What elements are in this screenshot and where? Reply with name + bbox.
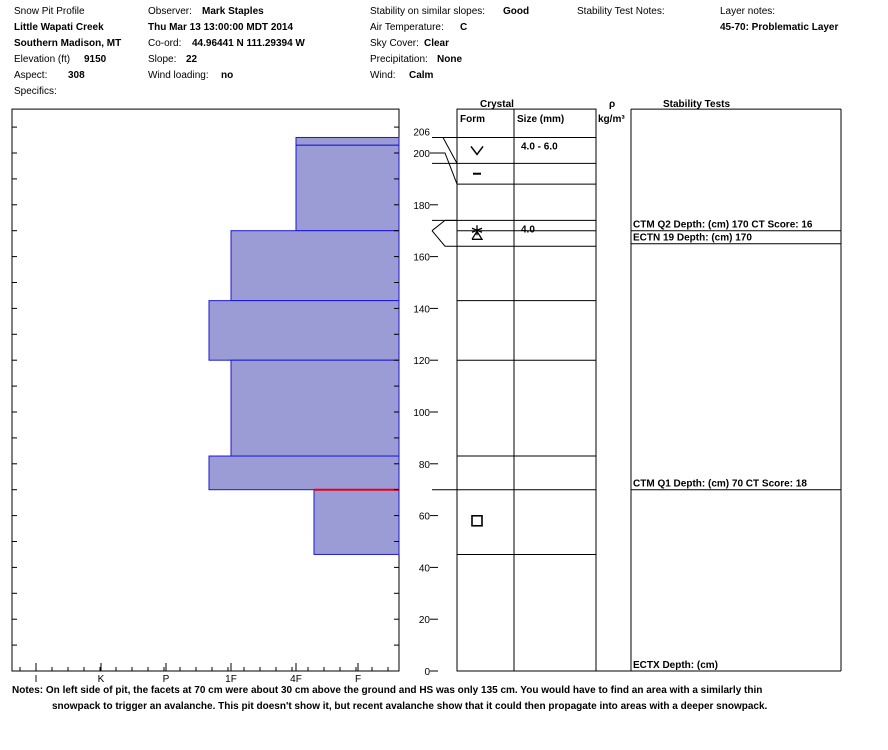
height-tick-label: 20: [419, 615, 431, 626]
sky-label: Sky Cover:: [370, 38, 419, 49]
star-stroke: [471, 227, 483, 233]
observer-value: Mark Staples: [202, 6, 264, 17]
density-unit-header: kg/m³: [598, 114, 625, 125]
hardness-tick-label: F: [355, 674, 361, 685]
pit-notes: Notes: On left side of pit, the facets a…: [12, 683, 872, 715]
height-top-label: 206: [413, 127, 430, 138]
form-header: Form: [460, 114, 485, 125]
grain-size-label: 4.0: [521, 224, 535, 235]
air-temp-value: C: [460, 22, 468, 33]
height-tick-label: 80: [419, 460, 431, 471]
height-tick-label: 0: [424, 667, 430, 678]
aspect-label: Aspect:: [14, 70, 48, 81]
grain-form-faceted-icon: [471, 514, 483, 527]
hardness-profile: I K P 1F 4F F: [11, 108, 400, 685]
hardness-tick-label: 1F: [225, 674, 237, 685]
location-name: Little Wapati Creek: [14, 22, 104, 33]
pit-datetime: Thu Mar 13 13:00:00 MDT 2014: [148, 22, 294, 33]
elevation-value: 9150: [84, 54, 107, 65]
slope-value: 22: [186, 54, 198, 65]
observer-label: Observer:: [148, 6, 192, 17]
hardness-tick-label: K: [98, 674, 105, 685]
precip-label: Precipitation:: [370, 54, 428, 65]
grain-form-surface-hoar-icon: [470, 145, 484, 156]
height-tick-label: 40: [419, 563, 431, 574]
hardness-layer-3: [208, 300, 400, 361]
precip-value: None: [437, 54, 462, 65]
wind-loading-label: Wind loading:: [148, 70, 209, 81]
grain-table: 0 20 40 60 80 100 120 140 160 180 200 206 4.0 - 6.0 4…: [413, 108, 842, 678]
layer-connector: [431, 219, 457, 232]
stability-test-column: CTM Q2 Depth: (cm) 170 CT Score: 16 ECTN …: [631, 220, 841, 672]
slope-label: Slope:: [148, 54, 177, 65]
layer-connector: [431, 230, 457, 247]
wind-label: Wind:: [370, 70, 396, 81]
stability-test-label: ECTX Depth: (cm): [633, 660, 718, 671]
height-tick-label: 140: [413, 304, 430, 315]
hardness-layer-1: [295, 144, 400, 232]
notes-line-1: On left side of pit, the facets at 70 cm…: [45, 685, 763, 696]
height-tick-label: 60: [419, 512, 431, 523]
layer-notes-label: Layer notes:: [720, 6, 776, 17]
layer-notes-value: 45-70: Problematic Layer: [720, 22, 839, 33]
air-temp-label: Air Temperature:: [370, 22, 444, 33]
hardness-tick-label: 4F: [290, 674, 302, 685]
stability-notes-label: Stability Test Notes:: [577, 6, 665, 17]
wind-value: Calm: [409, 70, 434, 81]
hardness-layer-6: [313, 489, 400, 555]
size-header: Size (mm): [517, 114, 565, 125]
coord-value: 44.96441 N 111.29394 W: [192, 38, 305, 49]
wind-loading-value: no: [221, 70, 234, 81]
height-tick-label: 160: [413, 253, 430, 264]
hardness-layer-2: [230, 230, 400, 302]
hardness-tick-label: I: [35, 674, 38, 685]
square-stroke: [471, 514, 483, 527]
elevation-label: Elevation (ft): [14, 54, 71, 65]
grain-form-depth-hoar-faceted-icon: [471, 225, 484, 240]
coord-label: Co-ord:: [148, 38, 182, 49]
pit-title: Snow Pit Profile: [14, 6, 85, 17]
layer-connector: [432, 152, 458, 185]
triangle-stroke: [471, 230, 484, 240]
height-tick-label: 200: [413, 149, 430, 160]
hardness-layer-0: [295, 136, 400, 146]
height-tick-label: 180: [413, 201, 430, 212]
height-tick-label: 100: [413, 408, 430, 419]
height-tick-label: 120: [413, 356, 430, 367]
grain-size-label: 4.0 - 6.0: [521, 141, 558, 152]
hardness-layer-5: [208, 455, 400, 491]
crystal-header: Crystal: [480, 99, 514, 110]
stability-tests-header: Stability Tests: [663, 99, 731, 110]
layer-connector: [432, 136, 458, 164]
specifics-label: Specifics:: [14, 86, 57, 97]
notes-line-2: snowpack to trigger an avalanche. This p…: [52, 701, 768, 712]
rho-header: ρ: [609, 99, 616, 110]
aspect-value: 308: [68, 70, 85, 81]
notes-label: Notes:: [12, 685, 44, 696]
location-range: Southern Madison, MT: [14, 38, 122, 49]
stability-value: Good: [503, 6, 530, 17]
stability-label: Stability on similar slopes:: [370, 6, 486, 17]
v-stroke: [470, 145, 484, 156]
grain-table-frame: [456, 108, 597, 672]
sky-value: Clear: [424, 38, 450, 49]
hardness-layer-4: [230, 359, 400, 457]
stability-test-label: ECTN 19 Depth: (cm) 170: [633, 233, 752, 244]
stability-test-label: CTM Q1 Depth: (cm) 70 CT Score: 18: [633, 479, 807, 490]
hardness-tick-label: P: [163, 674, 170, 685]
stability-test-label: CTM Q2 Depth: (cm) 170 CT Score: 16: [633, 220, 813, 231]
